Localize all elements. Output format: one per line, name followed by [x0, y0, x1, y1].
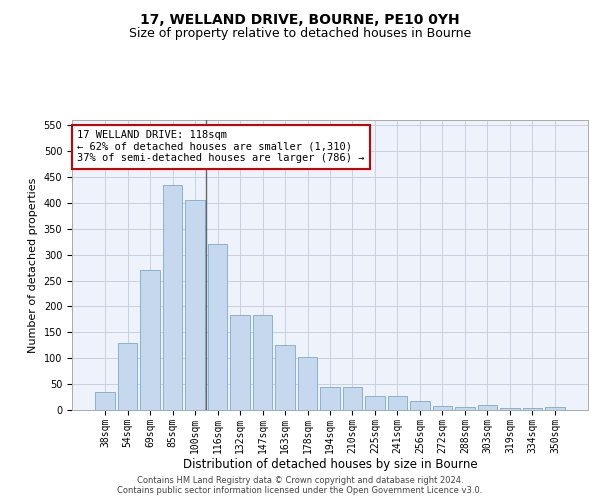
Text: 17, WELLAND DRIVE, BOURNE, PE10 0YH: 17, WELLAND DRIVE, BOURNE, PE10 0YH — [140, 12, 460, 26]
Bar — [208, 244, 227, 410]
X-axis label: Distribution of detached houses by size in Bourne: Distribution of detached houses by size … — [182, 458, 478, 471]
Bar — [365, 396, 385, 410]
Text: Size of property relative to detached houses in Bourne: Size of property relative to detached ho… — [129, 28, 471, 40]
Bar — [253, 315, 272, 410]
Bar — [230, 315, 250, 410]
Y-axis label: Number of detached properties: Number of detached properties — [28, 178, 38, 352]
Bar — [343, 386, 362, 410]
Bar — [140, 270, 160, 410]
Text: Contains public sector information licensed under the Open Government Licence v3: Contains public sector information licen… — [118, 486, 482, 495]
Bar — [478, 405, 497, 410]
Bar — [523, 408, 542, 410]
Text: 17 WELLAND DRIVE: 118sqm
← 62% of detached houses are smaller (1,310)
37% of sem: 17 WELLAND DRIVE: 118sqm ← 62% of detach… — [77, 130, 365, 164]
Text: Contains HM Land Registry data © Crown copyright and database right 2024.: Contains HM Land Registry data © Crown c… — [137, 476, 463, 485]
Bar — [163, 184, 182, 410]
Bar — [500, 408, 520, 410]
Bar — [455, 408, 475, 410]
Bar — [185, 200, 205, 410]
Bar — [545, 407, 565, 410]
Bar — [275, 346, 295, 410]
Bar — [410, 401, 430, 410]
Bar — [433, 406, 452, 410]
Bar — [118, 342, 137, 410]
Bar — [298, 356, 317, 410]
Bar — [388, 396, 407, 410]
Bar — [95, 392, 115, 410]
Bar — [320, 386, 340, 410]
